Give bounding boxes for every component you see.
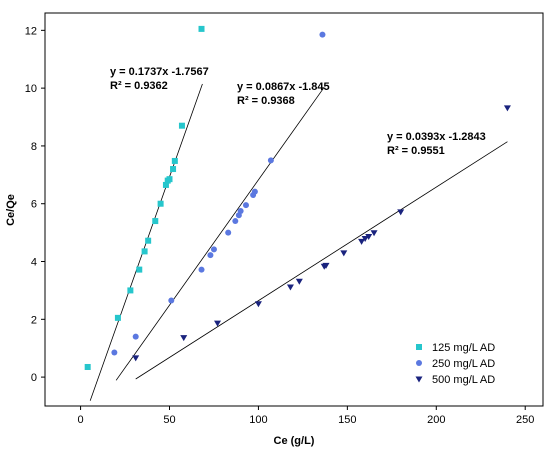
plot-frame [44, 12, 544, 407]
y-tick-label: 6 [31, 199, 37, 211]
point-circle [207, 252, 214, 259]
point-square [136, 266, 143, 273]
point-triangle [180, 335, 188, 342]
equation-125: y = 0.1737x -1.7567 [110, 66, 209, 78]
point-triangle [370, 230, 378, 237]
point-square [127, 287, 134, 294]
point-square [152, 218, 159, 225]
point-circle [232, 218, 239, 225]
point-triangle [397, 209, 405, 216]
point-circle [237, 207, 244, 214]
data-points [84, 25, 511, 370]
point-triangle [132, 355, 140, 362]
y-tick-label: 12 [25, 25, 37, 37]
point-triangle [358, 238, 366, 245]
point-triangle [254, 301, 262, 308]
point-square [162, 181, 169, 188]
point-triangle [365, 233, 373, 240]
point-square [84, 363, 91, 370]
point-circle [242, 202, 249, 209]
point-triangle [340, 250, 348, 257]
equation-500: y = 0.0393x -1.2843 [387, 131, 486, 143]
point-circle [225, 229, 232, 236]
point-triangle [286, 284, 294, 291]
fit-line-2 [135, 141, 508, 380]
legend-marker-500 [415, 376, 423, 383]
y-axis-title: Ce/Qe [5, 194, 17, 226]
x-axis-title: Ce (g/L) [274, 435, 315, 447]
point-circle [210, 246, 217, 253]
point-triangle [322, 262, 330, 269]
point-circle [111, 349, 118, 356]
point-circle [267, 157, 274, 164]
legend-marker-250 [416, 360, 422, 366]
point-square [166, 176, 173, 183]
point-square [157, 200, 164, 207]
x-tick-label: 250 [516, 414, 534, 426]
point-triangle [503, 105, 511, 112]
point-circle [168, 297, 175, 304]
point-square [198, 25, 205, 32]
equation-250: y = 0.0867x -1.845 [237, 81, 330, 93]
point-triangle [214, 320, 222, 327]
r2-500: R² = 0.9551 [387, 145, 445, 157]
point-square [114, 314, 121, 321]
point-circle [319, 31, 326, 38]
ticks-layer: 0 50 100 150 200 250 0 2 4 6 8 10 12 [25, 25, 535, 426]
point-triangle [295, 278, 303, 285]
point-circle [198, 266, 205, 273]
r2-250: R² = 0.9368 [237, 95, 295, 107]
point-square [141, 248, 148, 255]
y-tick-label: 8 [31, 141, 37, 153]
x-tick-label: 100 [249, 414, 267, 426]
point-circle [251, 188, 258, 195]
point-circle [132, 333, 139, 340]
y-tick-label: 2 [31, 314, 37, 326]
x-tick-label: 50 [163, 414, 175, 426]
point-square [178, 122, 185, 129]
point-square [145, 237, 152, 244]
legend-label-250: 250 mg/L AD [432, 358, 495, 370]
legend: 125 mg/L AD 250 mg/L AD 500 mg/L AD [415, 342, 495, 386]
legend-marker-125 [416, 344, 422, 350]
legend-label-500: 500 mg/L AD [432, 374, 495, 386]
r2-125: R² = 0.9362 [110, 80, 168, 92]
y-tick-label: 4 [31, 257, 37, 269]
x-tick-label: 200 [427, 414, 445, 426]
point-square [170, 166, 177, 173]
y-tick-label: 10 [25, 83, 37, 95]
fit-line-1 [115, 86, 325, 381]
y-tick-label: 0 [31, 372, 37, 384]
point-square [171, 157, 178, 164]
point-triangle [361, 235, 369, 242]
x-tick-label: 0 [78, 414, 84, 426]
legend-label-125: 125 mg/L AD [432, 342, 495, 354]
x-tick-label: 150 [338, 414, 356, 426]
